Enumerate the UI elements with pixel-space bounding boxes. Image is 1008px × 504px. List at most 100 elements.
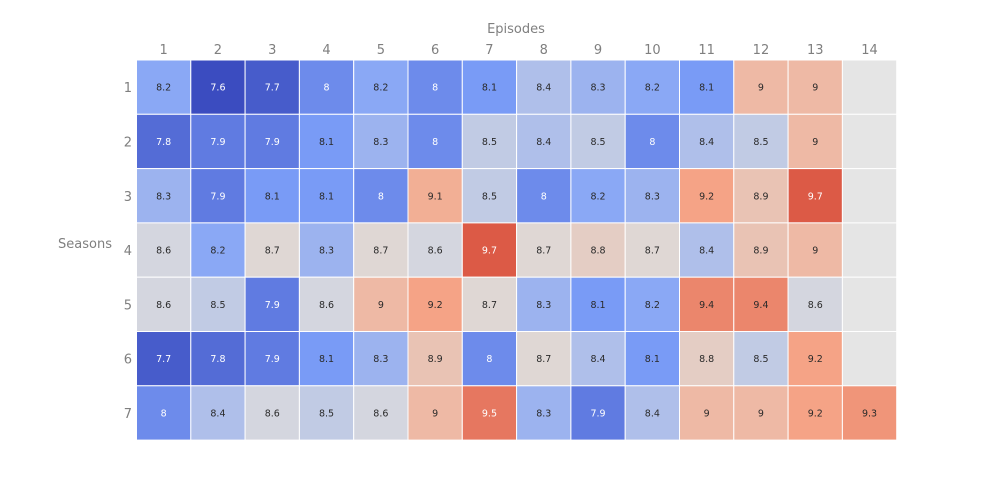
heatmap-cell: [190, 276, 246, 333]
heatmap-cell: [570, 113, 626, 170]
heatmap-cell-empty: [841, 59, 898, 115]
heatmap-cell: [733, 113, 789, 170]
heatmap-cell: [570, 331, 626, 387]
heatmap-cell: [624, 168, 681, 224]
heatmap-cell-label: 8.1: [645, 354, 660, 365]
heatmap-cell-label: 7.9: [210, 137, 225, 148]
x-tick-label: 5: [377, 43, 385, 58]
heatmap-cell: [298, 331, 355, 387]
heatmap-cell-label: 7.9: [590, 408, 605, 419]
heatmap-cell: [190, 168, 246, 224]
heatmap-cell-empty: [841, 331, 898, 387]
heatmap-cell-label: 8.3: [536, 300, 551, 311]
y-tick-label: 1: [124, 81, 132, 96]
heatmap-cell-label: 8.5: [753, 137, 768, 148]
heatmap-cell-label: 8.1: [482, 83, 497, 94]
heatmap-cell-label: 8.1: [319, 137, 334, 148]
heatmap-cell-label: 8.6: [265, 408, 280, 419]
heatmap-cell-label: 9: [758, 408, 764, 419]
x-tick-label: 8: [540, 43, 548, 58]
heatmap-cell-label: 9.3: [862, 408, 877, 419]
heatmap-cell: [244, 276, 300, 333]
heatmap-cell-label: 8.1: [319, 354, 334, 365]
heatmap-cell-label: 9.5: [482, 408, 497, 419]
x-tick-label: 3: [268, 43, 276, 58]
heatmap-cell-label: 9: [812, 137, 818, 148]
heatmap-cell-label: 8.3: [536, 408, 551, 419]
heatmap-cell-label: 8.6: [428, 246, 443, 257]
heatmap-cell-label: 8.3: [373, 137, 388, 148]
heatmap-cell-label: 8.5: [590, 137, 605, 148]
heatmap-cell-label: 8: [649, 137, 655, 148]
heatmap-cell-label: 8.5: [482, 191, 497, 202]
y-tick-label: 2: [124, 135, 132, 150]
heatmap-cell-label: 8.3: [645, 191, 660, 202]
heatmap-cell-label: 7.8: [210, 354, 225, 365]
heatmap-cell-label: 8.7: [265, 246, 280, 257]
heatmap-cell: [461, 331, 518, 387]
heatmap-cell-empty: [841, 276, 898, 333]
heatmap-cell: [733, 59, 789, 115]
heatmap-cell-label: 8.8: [590, 246, 605, 257]
heatmap-cell-label: 8.1: [590, 300, 605, 311]
heatmap-cell: [679, 222, 735, 278]
heatmap-cell: [244, 222, 300, 278]
heatmap-cell: [516, 222, 572, 278]
heatmap-cell-label: 8.9: [753, 246, 768, 257]
heatmap-cell-label: 8.6: [373, 408, 388, 419]
heatmap-cell: [787, 385, 843, 441]
heatmap-cell: [679, 168, 735, 224]
heatmap-cell: [136, 168, 192, 224]
heatmap-cell: [407, 113, 463, 170]
heatmap-cell-label: 8: [486, 354, 492, 365]
heatmap-cell-label: 8: [378, 191, 384, 202]
heatmap-cell-label: 7.9: [265, 300, 280, 311]
heatmap-cell: [353, 113, 409, 170]
heatmap-cell: [516, 331, 572, 387]
heatmap-cell-label: 9: [378, 300, 384, 311]
y-axis-title: Seasons: [58, 237, 112, 252]
heatmap-cell: [136, 222, 192, 278]
x-tick-label: 14: [861, 43, 878, 58]
heatmap-cell: [841, 385, 898, 441]
x-tick-label: 6: [431, 43, 439, 58]
heatmap-cell: [733, 331, 789, 387]
heatmap-cell-label: 8.2: [590, 191, 605, 202]
x-axis-ticks: 1 2 3 4 5 6 7 8 9 10 11 12 13 14: [160, 43, 878, 58]
heatmap-cell-label: 8.2: [373, 83, 388, 94]
y-tick-label: 4: [124, 244, 132, 259]
y-axis-ticks: 1 2 3 4 5 6 7: [124, 81, 132, 422]
heatmap-cell-label: 8.1: [699, 83, 714, 94]
heatmap-cell: [624, 113, 681, 170]
heatmap-cell: [624, 385, 681, 441]
heatmap-cell: [461, 222, 518, 278]
heatmap-cell: [733, 222, 789, 278]
heatmap-cell: [570, 222, 626, 278]
heatmap-cell-empty: [841, 113, 898, 170]
heatmap-cell-label: 9: [704, 408, 710, 419]
heatmap-cell-label: 7.9: [265, 354, 280, 365]
heatmap-cell-label: 8.5: [319, 408, 334, 419]
heatmap-cell: [461, 276, 518, 333]
heatmap-cell: [516, 113, 572, 170]
heatmap-cell-label: 8: [161, 408, 167, 419]
heatmap-cell-label: 8.2: [156, 83, 171, 94]
heatmap-cell-label: 7.8: [156, 137, 171, 148]
heatmap-cell-label: 7.9: [265, 137, 280, 148]
heatmap-cell: [733, 276, 789, 333]
heatmap-cells: 8.2 7.6 7.7 8 8.2 8 8.1 8.4 8.3 8.2 8.1 9 9 7.8 7.9 7.9…: [136, 59, 898, 441]
x-tick-label: 12: [753, 43, 770, 58]
heatmap-cell-label: 9.2: [699, 191, 714, 202]
heatmap-cell: [624, 222, 681, 278]
heatmap-cell: [679, 331, 735, 387]
heatmap-cell: [190, 59, 246, 115]
heatmap-cell: [787, 168, 843, 224]
heatmap-cell-label: 8.2: [645, 300, 660, 311]
heatmap-cell: [516, 385, 572, 441]
x-tick-label: 10: [644, 43, 661, 58]
heatmap-cell-label: 8: [432, 83, 438, 94]
heatmap-cell: [190, 331, 246, 387]
heatmap-cell-label: 7.7: [265, 83, 280, 94]
heatmap-cell-label: 8.4: [645, 408, 660, 419]
